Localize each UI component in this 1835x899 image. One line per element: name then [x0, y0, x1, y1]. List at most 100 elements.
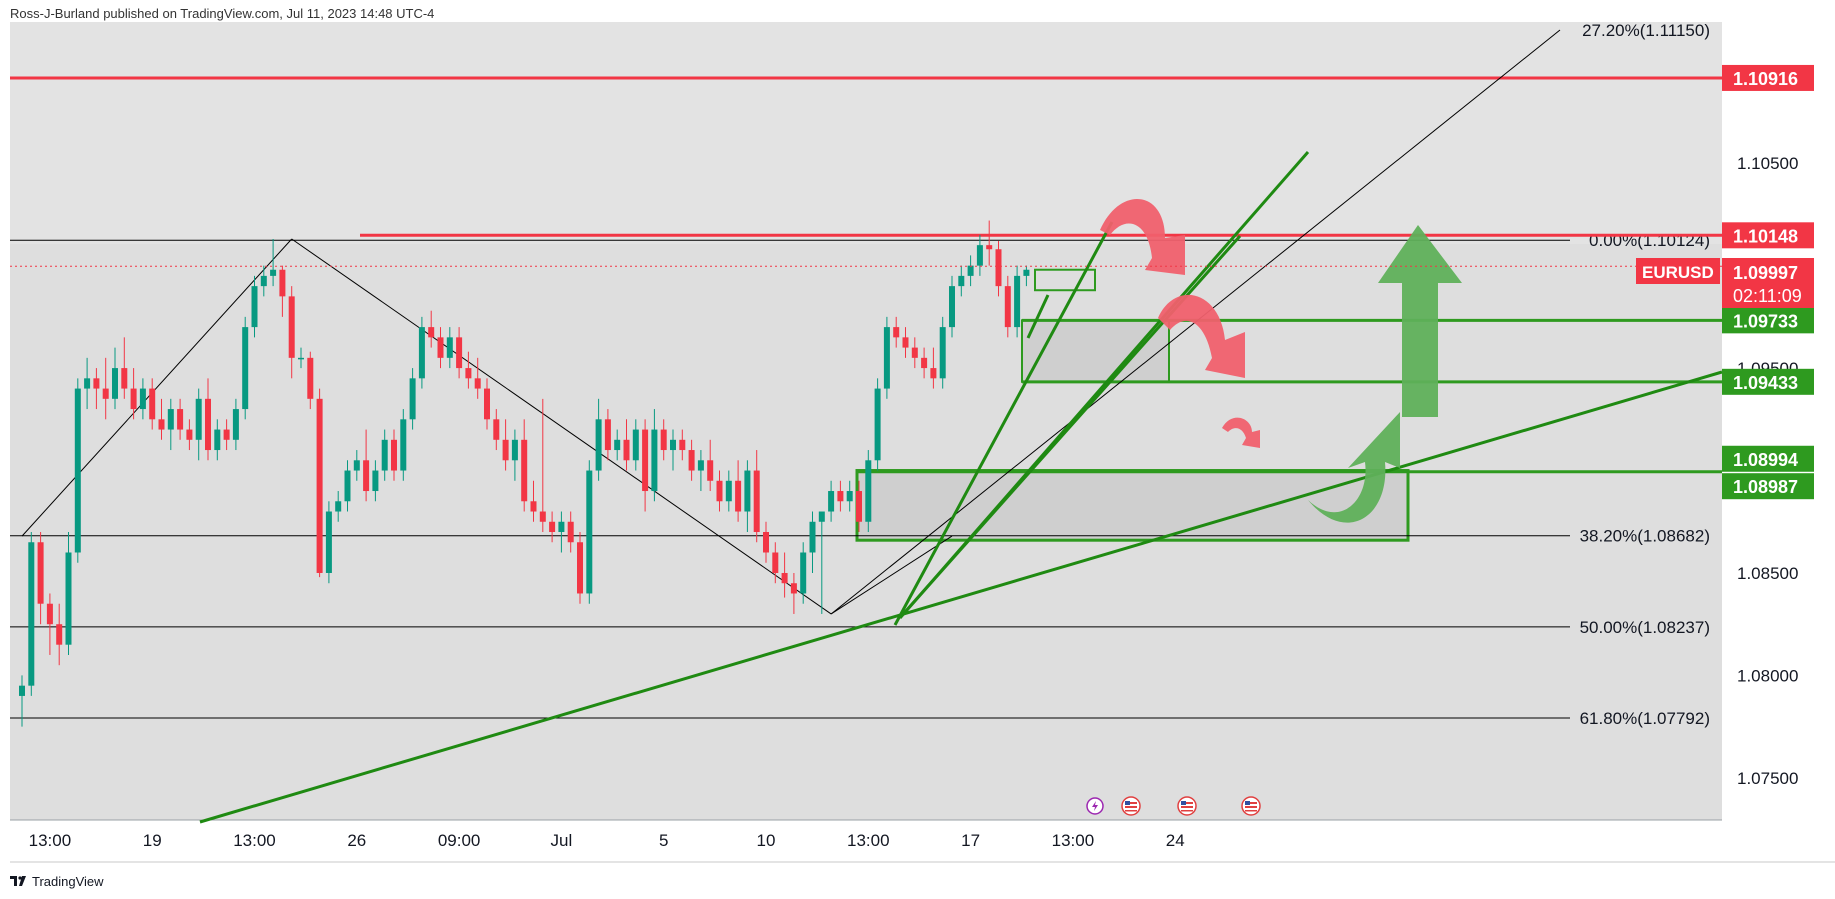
candle-body — [167, 409, 174, 430]
time-axis-tick-label: 10 — [757, 831, 776, 850]
candle-body — [102, 388, 109, 399]
candle — [800, 542, 807, 604]
lightning-icon[interactable] — [1086, 797, 1104, 815]
tradingview-logo-icon — [10, 876, 26, 886]
price-tag-bg — [1722, 445, 1814, 472]
candle — [577, 532, 583, 604]
candle-body — [307, 357, 314, 399]
candle-body — [818, 511, 825, 522]
candle-body — [781, 572, 788, 584]
candle — [818, 511, 825, 614]
candle — [84, 357, 91, 410]
candle — [716, 470, 723, 512]
candle-body — [298, 357, 304, 360]
candle-body — [939, 327, 946, 379]
chart-pane-top — [10, 22, 1722, 244]
candle — [484, 378, 490, 430]
candle-body — [670, 439, 676, 451]
candle-body — [567, 521, 574, 543]
price-axis-tick-label: 1.07500 — [1737, 769, 1798, 788]
green-curved-arrow-icon — [1308, 412, 1400, 523]
candle — [1014, 265, 1021, 338]
candle-body — [223, 429, 230, 440]
candle-body — [697, 460, 704, 471]
candle — [911, 337, 918, 369]
economic-events[interactable] — [1086, 796, 1261, 816]
candle-body — [874, 388, 881, 461]
candle — [921, 347, 928, 379]
candle-body — [149, 388, 156, 420]
candle — [242, 316, 249, 420]
price-tag-label: 1.08994 — [1733, 450, 1798, 470]
us-flag-icon[interactable] — [1241, 796, 1261, 816]
candle — [883, 316, 890, 399]
candle — [56, 603, 63, 666]
candle-body — [995, 249, 1002, 287]
candle — [697, 450, 704, 492]
candle-body — [790, 583, 797, 594]
candle — [102, 357, 109, 420]
candle — [511, 429, 518, 481]
fib-level-label: 38.20%(1.08682) — [1580, 527, 1710, 546]
candle — [725, 470, 732, 512]
candle — [1023, 265, 1030, 287]
candle-body — [474, 378, 481, 389]
candle-body — [521, 439, 528, 502]
candle-body — [856, 491, 862, 522]
candle-body — [976, 245, 983, 266]
us-flag-icon[interactable] — [1177, 796, 1197, 816]
candle — [902, 327, 909, 358]
candles — [19, 220, 1030, 727]
candle — [353, 450, 360, 481]
candle-body — [344, 470, 351, 502]
candle — [65, 532, 72, 655]
price-tag: 1.10148 — [1722, 222, 1814, 249]
price-tag-bg — [1722, 64, 1814, 91]
support-zone-box — [855, 469, 1410, 542]
candle-body — [56, 624, 63, 645]
candle — [604, 409, 611, 461]
candle-body — [428, 327, 435, 338]
candle-body — [363, 460, 370, 492]
price-tag-label: 1.10148 — [1733, 226, 1798, 246]
candle-body — [772, 552, 779, 573]
candle — [735, 460, 742, 522]
trendline — [199, 370, 1723, 824]
candle — [418, 316, 425, 389]
candle — [660, 419, 667, 461]
symbol-badge[interactable]: EURUSD 1.09997 02:11:09 — [1636, 258, 1814, 308]
price-tag: 1.10916 — [1722, 64, 1814, 91]
candle-body — [112, 368, 118, 399]
candle-body — [260, 275, 267, 287]
candle-body — [893, 327, 900, 338]
price-scale-area — [1722, 22, 1835, 822]
candle — [409, 368, 416, 430]
time-axis-tick-label: 13:00 — [29, 831, 72, 850]
candle — [325, 501, 332, 584]
candle-body — [846, 491, 853, 502]
candle — [502, 419, 509, 471]
candle-body — [911, 347, 918, 358]
candle-body — [651, 429, 658, 492]
candle-body — [744, 470, 751, 512]
publisher-header: Ross-J-Burland published on TradingView.… — [10, 6, 434, 21]
price-tag-bg — [1722, 222, 1814, 249]
trendline — [893, 221, 1114, 626]
candle-body — [325, 511, 332, 573]
candle-body — [735, 480, 742, 512]
price-tags: 1.10916 1.10148 1.09733 1.09433 1.08994 1.089… — [1722, 64, 1814, 500]
candle-body — [530, 501, 537, 512]
candle-body — [828, 491, 835, 512]
candle-body — [1023, 269, 1030, 276]
candle — [19, 675, 25, 727]
candle-body — [186, 429, 193, 440]
candle-body — [660, 429, 667, 451]
tradingview-logo[interactable]: TradingView — [10, 874, 104, 889]
candle-body — [679, 439, 686, 451]
price-tag-bg — [1722, 473, 1814, 500]
price-tag: 1.09433 — [1722, 368, 1814, 395]
red-curved-arrow-icon — [1158, 294, 1245, 378]
us-flag-icon[interactable] — [1121, 796, 1141, 816]
